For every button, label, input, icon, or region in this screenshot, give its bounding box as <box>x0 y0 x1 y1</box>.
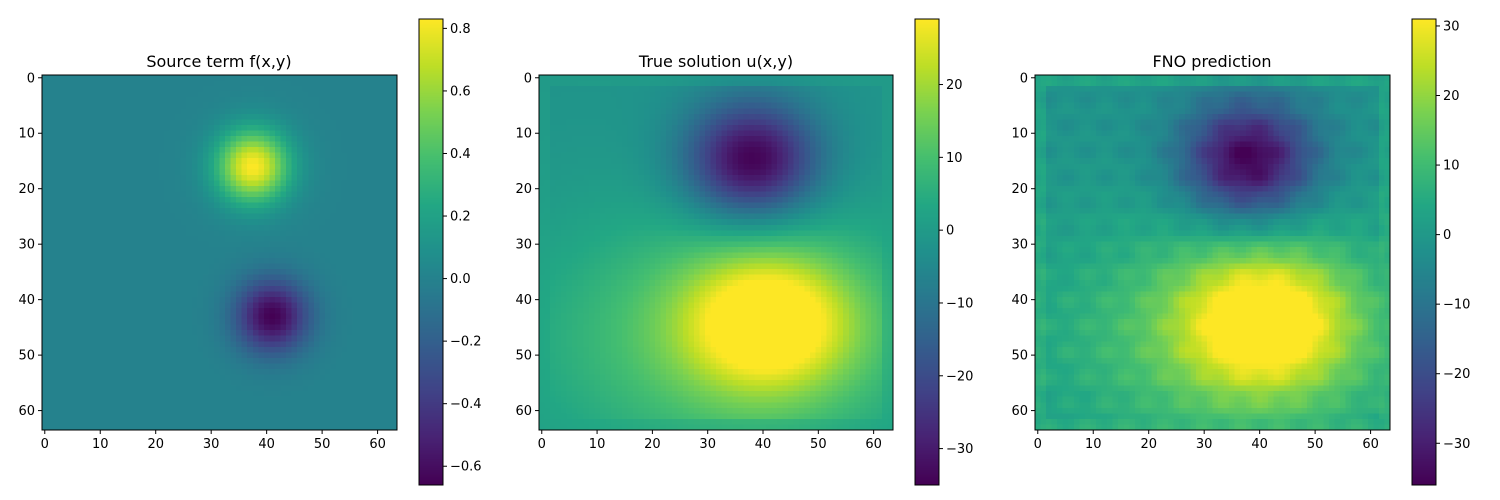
y-tick-label: 40 <box>18 293 35 308</box>
colorbar-axis: 0.8 0.6 0.4 0.2 0.0 −0.2 −0.4 −0.6 <box>443 22 482 475</box>
x-tick-label: 40 <box>258 437 275 452</box>
y-tick-label: 50 <box>1011 349 1028 364</box>
heatmap-image <box>1035 75 1390 430</box>
panel-true-solution: True solution u(x,y) 0 10 20 30 40 50 60 01020… <box>515 18 973 486</box>
y-tick-label: 30 <box>1011 238 1028 253</box>
x-tick-label: 20 <box>644 437 661 452</box>
axes-frame <box>41 74 398 431</box>
colorbar-tick-label: 0.4 <box>450 147 471 162</box>
panel-source-term: Source term f(x,y) 0 10 20 30 40 50 60 0 10 20 30… <box>18 18 482 486</box>
x-tick-label: 40 <box>1251 437 1268 452</box>
y-tick-label: 60 <box>1011 404 1028 419</box>
y-axis: 0 10 20 30 40 50 60 <box>18 71 42 419</box>
colorbar-tick-label: 0.2 <box>450 210 471 225</box>
y-tick-label: 20 <box>1011 182 1028 197</box>
y-axis: 0 10 20 30 40 50 60 <box>515 71 539 419</box>
x-tick-label: 20 <box>147 437 164 452</box>
x-tick-label: 50 <box>314 437 331 452</box>
colorbar-axis: 30 20 10 0 −10 −20 −30 <box>1436 19 1470 452</box>
y-tick-label: 40 <box>1011 293 1028 308</box>
x-tick-label: 30 <box>203 437 220 452</box>
x-tick-label: 40 <box>755 437 772 452</box>
y-tick-label: 0 <box>524 71 532 86</box>
colorbar-frame <box>418 18 444 486</box>
colorbar-frame <box>914 18 940 486</box>
x-axis: 0 10 20 30 40 50 60 <box>41 430 386 452</box>
colorbar-tick-label: −0.4 <box>450 397 482 412</box>
y-tick-label: 30 <box>515 238 532 253</box>
x-tick-label: 10 <box>1085 437 1102 452</box>
colorbar-tick-label: −10 <box>946 296 973 311</box>
y-tick-label: 10 <box>515 127 532 142</box>
colorbar-image <box>419 19 443 485</box>
heatmap-image <box>42 75 397 430</box>
colorbar-tick-label: 0 <box>946 224 954 239</box>
colorbar-tick-label: 10 <box>1443 159 1460 174</box>
panel-title: FNO prediction <box>1152 52 1271 71</box>
colorbar-tick-label: −20 <box>1443 367 1470 382</box>
colorbar-frame <box>1411 18 1437 486</box>
y-tick-label: 60 <box>18 404 35 419</box>
y-tick-label: 50 <box>18 349 35 364</box>
panel-title: True solution u(x,y) <box>638 52 793 71</box>
colorbar-tick-label: 20 <box>946 78 963 93</box>
heatmap-image <box>539 75 893 430</box>
colorbar-tick-label: −0.6 <box>450 460 482 475</box>
y-tick-label: 50 <box>515 349 532 364</box>
x-tick-label: 60 <box>1362 437 1379 452</box>
x-tick-label: 50 <box>1307 437 1324 452</box>
y-tick-label: 40 <box>515 293 532 308</box>
colorbar-tick-label: 0.6 <box>450 84 471 99</box>
x-tick-label: 0 <box>41 437 49 452</box>
y-tick-label: 20 <box>515 182 532 197</box>
axes-frame <box>1034 74 1391 431</box>
x-tick-label: 30 <box>1196 437 1213 452</box>
x-tick-label: 60 <box>865 437 882 452</box>
colorbar-tick-label: −20 <box>946 369 973 384</box>
x-tick-label: 50 <box>810 437 827 452</box>
x-tick-label: 20 <box>1140 437 1157 452</box>
y-tick-label: 0 <box>1020 71 1028 86</box>
colorbar-axis: 20 10 0 −10 −20 −30 <box>939 78 973 457</box>
colorbar-tick-label: 20 <box>1443 89 1460 104</box>
x-axis: 0 10 20 30 40 50 60 <box>1034 430 1379 452</box>
colorbar-tick-label: 0.0 <box>450 272 471 287</box>
x-tick-label: 10 <box>589 437 606 452</box>
colorbar-tick-label: 30 <box>1443 19 1460 34</box>
x-tick-label: 30 <box>699 437 716 452</box>
y-tick-label: 30 <box>18 238 35 253</box>
x-tick-label: 0 <box>1034 437 1042 452</box>
colorbar-image <box>1412 19 1436 485</box>
x-axis: 0 10 20 30 40 50 60 <box>538 430 882 452</box>
colorbar-tick-label: −30 <box>1443 437 1470 452</box>
x-tick-label: 0 <box>538 437 546 452</box>
y-tick-label: 0 <box>27 71 35 86</box>
colorbar-tick-label: 10 <box>946 151 963 166</box>
colorbar-tick-label: −30 <box>946 442 973 457</box>
colorbar-image <box>915 19 939 485</box>
colorbar-tick-label: −10 <box>1443 298 1470 313</box>
x-tick-label: 10 <box>92 437 109 452</box>
y-tick-label: 10 <box>18 127 35 142</box>
x-tick-label: 60 <box>369 437 386 452</box>
panel-fno-prediction: FNO prediction 0 10 20 30 40 50 60 0 10 20 30 40 50… <box>1011 18 1470 486</box>
y-tick-label: 10 <box>1011 127 1028 142</box>
y-tick-label: 20 <box>18 182 35 197</box>
colorbar-tick-label: −0.2 <box>450 335 482 350</box>
axes-frame <box>538 74 894 431</box>
y-tick-label: 60 <box>515 404 532 419</box>
y-axis: 0 10 20 30 40 50 60 <box>1011 71 1035 419</box>
panel-title: Source term f(x,y) <box>146 52 291 71</box>
colorbar-tick-label: 0.8 <box>450 22 471 37</box>
colorbar-tick-label: 0 <box>1443 228 1451 243</box>
